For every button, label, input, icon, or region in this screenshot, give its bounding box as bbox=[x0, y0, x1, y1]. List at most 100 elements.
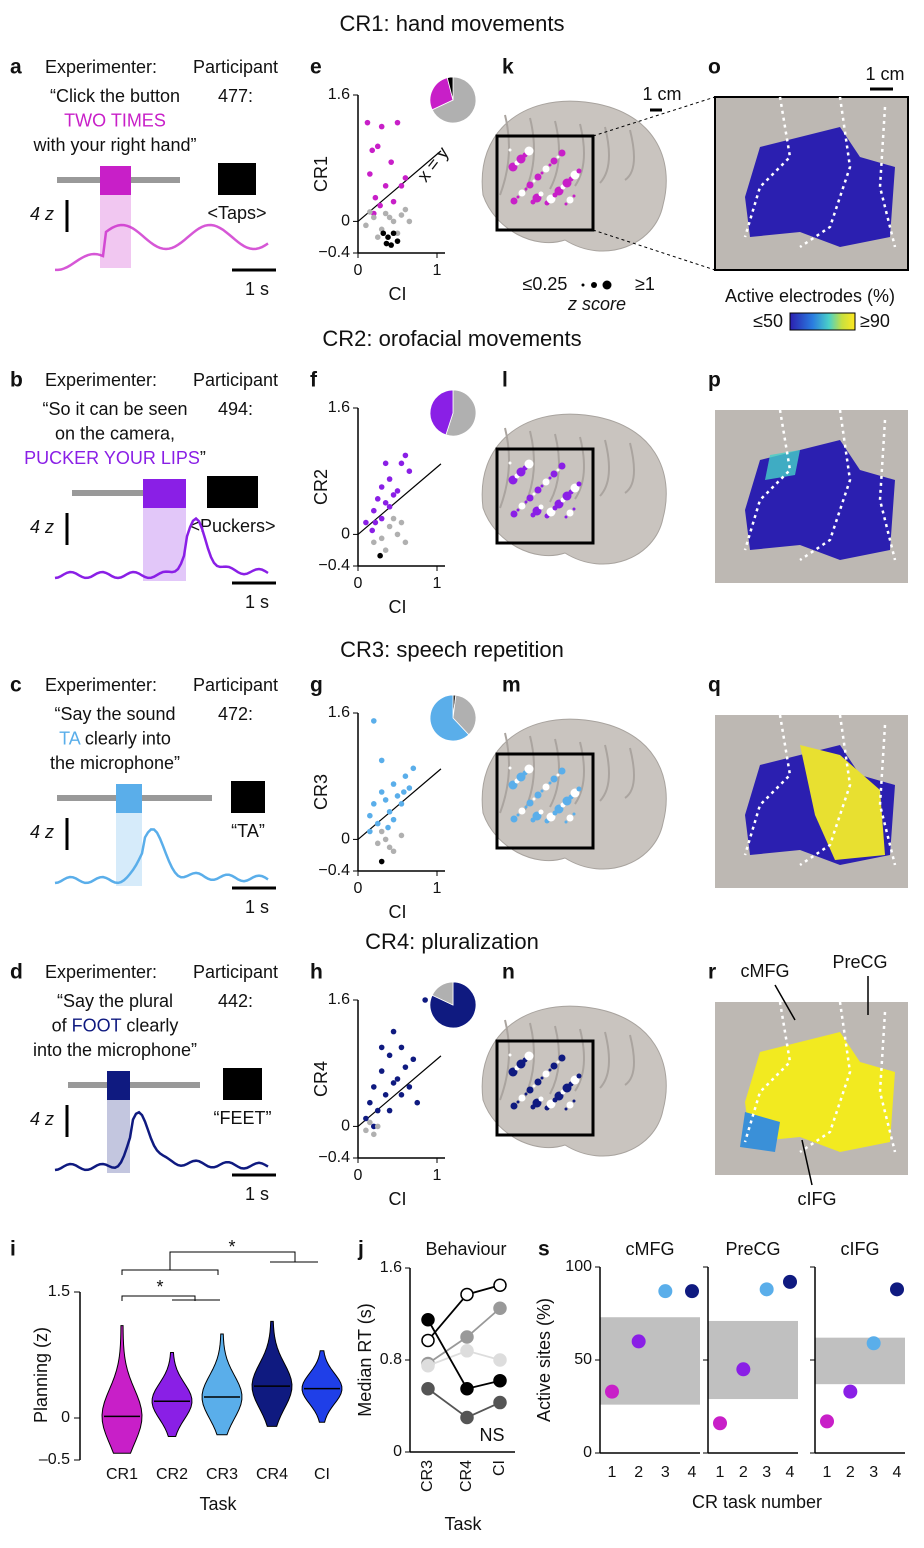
x-tick-label: CR1 bbox=[106, 1466, 138, 1483]
y-tick-label: 0 bbox=[341, 213, 350, 230]
electrode bbox=[576, 481, 582, 487]
brain-sulcus bbox=[624, 1034, 635, 1086]
point bbox=[367, 812, 373, 819]
pie-slice bbox=[452, 694, 477, 736]
response-box bbox=[223, 1068, 262, 1100]
point bbox=[374, 234, 381, 240]
point bbox=[402, 206, 409, 213]
electrode bbox=[548, 781, 552, 785]
point bbox=[382, 183, 389, 189]
quote-segment: “Say the sound bbox=[54, 704, 175, 724]
y-tick-label: –0.5 bbox=[39, 1451, 70, 1468]
identity-line bbox=[357, 463, 442, 535]
pie-slice bbox=[446, 76, 454, 101]
point bbox=[372, 519, 379, 526]
annotation: NS bbox=[479, 1425, 504, 1445]
panel-letter: r bbox=[708, 961, 716, 984]
brain-sulcus bbox=[599, 744, 610, 802]
x-tick-label: 4 bbox=[786, 1464, 795, 1481]
signal-trace bbox=[54, 828, 269, 885]
electrode bbox=[538, 809, 544, 815]
zoom-box bbox=[495, 1039, 595, 1137]
x-tick-label: 3 bbox=[869, 1464, 878, 1481]
electrode bbox=[524, 500, 528, 504]
region-label: PreCG bbox=[832, 952, 887, 972]
region-label: cIFG bbox=[798, 1189, 837, 1209]
point bbox=[410, 1056, 417, 1063]
quote-segment: clearly bbox=[121, 1015, 178, 1035]
brain-sulcus bbox=[599, 439, 610, 497]
point bbox=[371, 718, 377, 724]
participant-id: 477: bbox=[218, 86, 253, 106]
series-point bbox=[460, 1330, 474, 1344]
point bbox=[382, 1092, 389, 1098]
quote-segment: into the microphone” bbox=[33, 1040, 197, 1060]
electrode bbox=[538, 1096, 544, 1102]
point bbox=[371, 214, 377, 221]
activation-map bbox=[745, 127, 895, 247]
y-tick-label: 0 bbox=[583, 1444, 592, 1461]
point bbox=[388, 159, 394, 165]
y-axis-label: CR3 bbox=[311, 774, 331, 810]
pie-slice bbox=[429, 77, 454, 111]
y-tick-label: 1.6 bbox=[328, 991, 350, 1008]
zoom-box bbox=[495, 134, 595, 232]
electrode bbox=[572, 194, 576, 198]
dot bbox=[736, 1362, 751, 1377]
point bbox=[386, 503, 393, 510]
quote-line: with your right hand” bbox=[32, 135, 196, 155]
x-tick-label: 1 bbox=[823, 1464, 832, 1481]
point bbox=[369, 147, 376, 154]
panel-letter: f bbox=[310, 369, 318, 392]
electrode bbox=[508, 148, 512, 152]
zscore-high: ≥1 bbox=[635, 274, 655, 294]
point bbox=[374, 820, 381, 827]
experimenter: Experimenter: bbox=[45, 57, 157, 77]
electrode bbox=[534, 1078, 542, 1086]
sig-bracket bbox=[121, 1269, 219, 1275]
point bbox=[406, 218, 413, 225]
point bbox=[378, 515, 385, 522]
point bbox=[406, 468, 413, 475]
x-axis-label: CI bbox=[389, 284, 407, 304]
dot bbox=[783, 1274, 797, 1289]
electrode bbox=[532, 1084, 536, 1088]
time-scale-label: 1 s bbox=[245, 1184, 269, 1204]
y-tick-label: 1.6 bbox=[380, 1259, 402, 1276]
z-scale-label: 4 z bbox=[30, 517, 54, 537]
brain-sulcus bbox=[499, 114, 510, 196]
electrode bbox=[534, 791, 542, 799]
quote-line: of FOOT clearly bbox=[52, 1015, 179, 1035]
y-tick-label: −0.4 bbox=[318, 557, 350, 574]
electrode bbox=[558, 462, 566, 470]
z-scale-label: 4 z bbox=[30, 822, 54, 842]
point bbox=[414, 1099, 421, 1106]
brain-sulcus bbox=[574, 436, 585, 500]
point bbox=[398, 832, 405, 839]
brain-sulcus bbox=[574, 123, 585, 187]
electrode bbox=[566, 1101, 574, 1109]
y-axis-label: Active sites (%) bbox=[534, 1298, 554, 1422]
dot bbox=[820, 1414, 834, 1429]
x-tick-label: CR4 bbox=[256, 1466, 288, 1483]
electrode bbox=[534, 486, 542, 494]
signal-trace bbox=[54, 1110, 269, 1172]
point bbox=[374, 1107, 381, 1114]
point bbox=[406, 785, 413, 791]
electrode bbox=[564, 820, 568, 824]
series-point bbox=[493, 1395, 507, 1410]
sig-star: * bbox=[156, 1277, 163, 1297]
quote-segment: on the camera, bbox=[55, 423, 175, 443]
electrode bbox=[534, 173, 542, 181]
electrode bbox=[564, 515, 568, 519]
row-heading: CR3: speech repetition bbox=[340, 637, 564, 662]
point bbox=[378, 1068, 385, 1074]
x-tick-label: CI bbox=[491, 1460, 508, 1476]
electrode bbox=[516, 813, 520, 817]
x-axis-label: CR task number bbox=[692, 1492, 822, 1512]
response-label: “TA” bbox=[231, 821, 265, 841]
quote-line: “So it can be seen bbox=[42, 399, 187, 419]
quote-segment: the microphone” bbox=[50, 753, 180, 773]
point bbox=[394, 1076, 401, 1082]
x-tick-label: CR3 bbox=[419, 1460, 436, 1492]
